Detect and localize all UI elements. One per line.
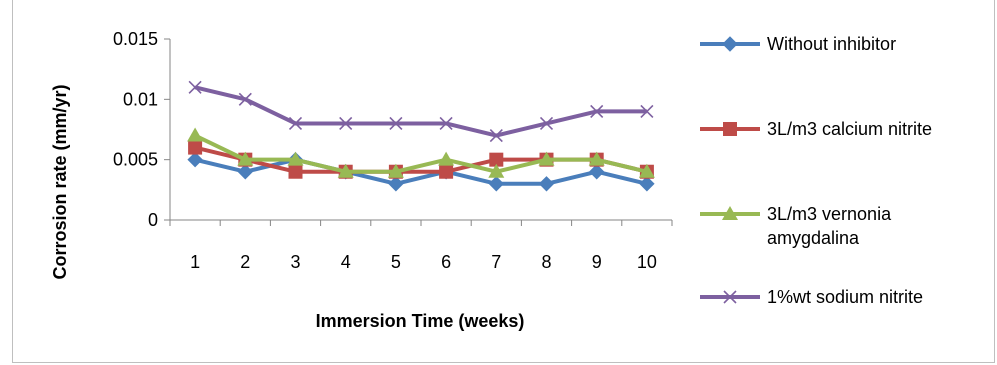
x-tick-label: 2 — [240, 252, 250, 272]
legend-label-line: amygdalina — [767, 228, 860, 248]
series-line — [194, 85, 647, 138]
data-point — [389, 116, 403, 131]
data-point — [288, 164, 303, 179]
data-point — [187, 127, 204, 142]
data-point — [339, 116, 353, 131]
x-tick-label: 10 — [637, 252, 657, 272]
x-axis-ticks: 1 2 3 4 5 6 7 8 9 10 — [169, 220, 673, 272]
x-axis-title: Immersion Time (weeks) — [316, 311, 525, 331]
data-point — [539, 116, 554, 131]
data-point — [538, 151, 555, 166]
legend-label: Without inhibitor — [767, 34, 896, 54]
series-line — [194, 133, 648, 174]
data-point — [488, 176, 505, 192]
data-point-stroke — [590, 104, 604, 118]
legend: Without inhibitor 3L/m3 calcium nitrite 3L… — [700, 34, 932, 307]
legend-marker — [723, 290, 737, 304]
x-tick-label: 7 — [491, 252, 501, 272]
chart-frame — [12, 0, 995, 363]
data-point — [639, 176, 655, 192]
data-point — [388, 176, 404, 192]
legend-marker-stroke — [723, 290, 737, 304]
x-tick-label: 1 — [190, 252, 200, 272]
legend-label-line: 3L/m3 vernonia — [767, 204, 892, 224]
legend-item-2: 3L/m3 calcium nitrite — [700, 119, 932, 139]
data-point — [187, 151, 203, 168]
data-point-stroke — [188, 80, 202, 94]
legend-item-4: 1%wt sodium nitrite — [700, 287, 923, 307]
legend-item-1: Without inhibitor — [700, 34, 896, 54]
y-tick-label: 0.01 — [123, 89, 158, 109]
legend-marker — [723, 122, 737, 136]
data-point — [590, 104, 604, 118]
y-axis-ticks: 0 0.005 0.01 0.015 — [113, 29, 170, 230]
series-3 — [187, 127, 655, 178]
data-point — [188, 80, 202, 94]
data-point-stroke — [339, 116, 353, 131]
data-point — [288, 116, 303, 131]
legend-label-line: 3L/m3 calcium nitrite — [767, 119, 932, 139]
data-point-stroke — [640, 104, 654, 118]
y-tick-label: 0.005 — [113, 150, 158, 170]
data-point — [489, 128, 503, 143]
legend-marker — [722, 36, 738, 52]
data-point — [638, 163, 655, 178]
series-4 — [188, 80, 654, 143]
data-point — [439, 164, 454, 179]
legend-label: 3L/m3 calcium nitrite — [767, 119, 932, 139]
x-tick-label: 4 — [341, 252, 351, 272]
series-layer — [187, 80, 655, 192]
x-tick-label: 9 — [592, 252, 602, 272]
legend-label: 3L/m3 vernonia amygdalina — [767, 204, 892, 248]
legend-label-line: Without inhibitor — [767, 34, 896, 54]
x-tick-label: 5 — [391, 252, 401, 272]
data-point — [387, 163, 404, 178]
data-point — [640, 104, 654, 118]
data-point — [588, 164, 605, 180]
data-point-stroke — [439, 116, 453, 131]
legend-label: 1%wt sodium nitrite — [767, 287, 923, 307]
y-axis-title: Corrosion rate (mm/yr) — [50, 84, 70, 279]
data-point — [538, 176, 555, 192]
data-point-stroke — [489, 128, 503, 143]
axes — [169, 39, 672, 221]
x-tick-label: 8 — [541, 252, 551, 272]
x-tick-label: 3 — [290, 252, 300, 272]
data-point-stroke — [238, 92, 252, 106]
data-point — [438, 151, 455, 166]
data-point — [439, 116, 453, 131]
data-point — [237, 164, 254, 180]
data-point-stroke — [539, 116, 554, 131]
data-point — [238, 92, 252, 106]
y-tick-label: 0 — [148, 210, 158, 230]
y-tick-label: 0.015 — [113, 29, 158, 49]
data-point — [287, 151, 304, 166]
data-point — [588, 151, 605, 166]
data-point-stroke — [288, 116, 303, 131]
data-point — [337, 163, 354, 178]
data-point — [237, 151, 254, 166]
data-point — [488, 163, 505, 178]
legend-marker — [722, 206, 738, 220]
data-point — [489, 152, 504, 167]
legend-item-3: 3L/m3 vernonia amygdalina — [700, 204, 892, 248]
data-point — [188, 140, 203, 155]
data-point-stroke — [389, 116, 403, 131]
legend-label-line: 1%wt sodium nitrite — [767, 287, 923, 307]
x-tick-label: 6 — [441, 252, 451, 272]
